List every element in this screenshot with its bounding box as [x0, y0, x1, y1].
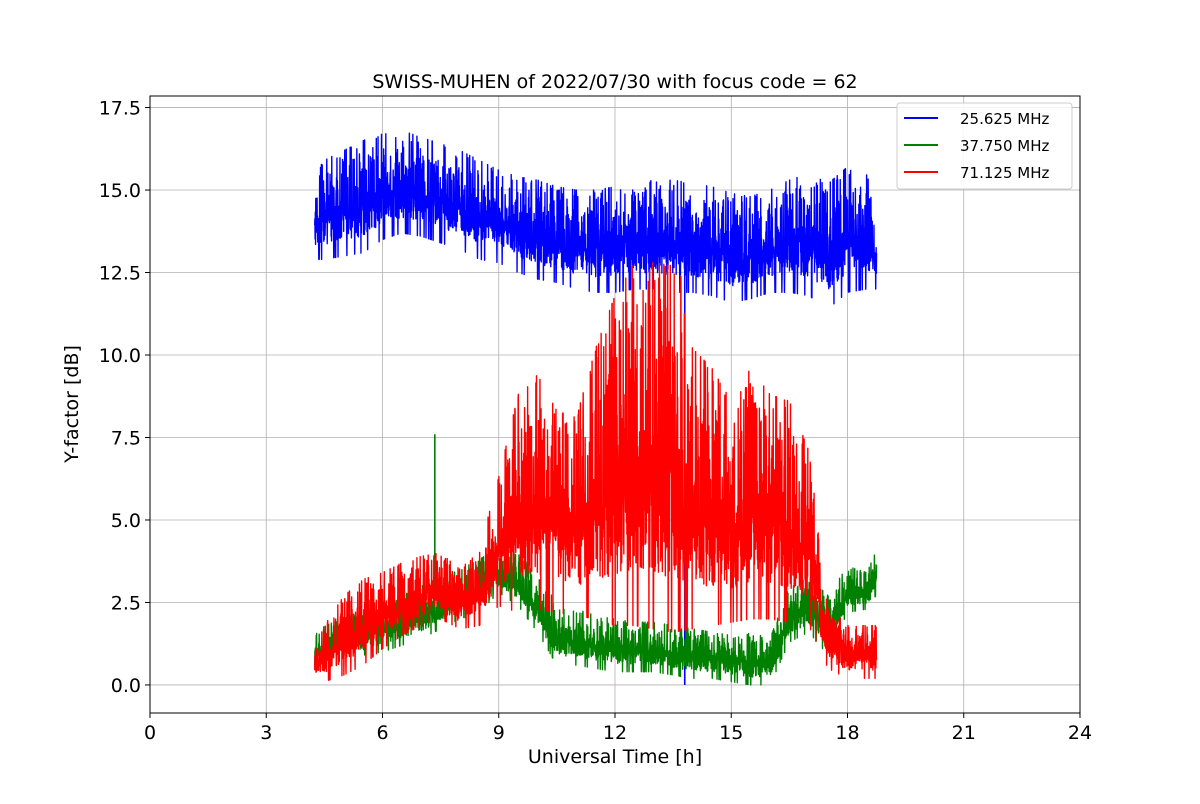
series-line-2 [313, 261, 878, 681]
x-tick-label: 12 [603, 722, 627, 744]
chart-title: SWISS-MUHEN of 2022/07/30 with focus cod… [372, 71, 857, 93]
y-tick-label: 17.5 [99, 98, 141, 120]
y-tick-label: 12.5 [99, 263, 141, 285]
series-group [313, 132, 878, 686]
x-tick-label: 3 [260, 722, 272, 744]
x-tick-label: 24 [1068, 722, 1092, 744]
y-tick-label: 15.0 [99, 180, 141, 202]
y-tick-label: 10.0 [99, 345, 141, 367]
legend: 25.625 MHz 37.750 MHz 71.125 MHz [896, 102, 1073, 190]
y-tick-label: 2.5 [111, 592, 141, 614]
y-tick-label: 7.5 [111, 427, 141, 449]
y-tick-label: 5.0 [111, 510, 141, 532]
legend-box [896, 102, 1073, 190]
series-line-0 [313, 132, 878, 305]
y-axis-label: Y-factor [dB] [61, 345, 83, 464]
y-tick-label: 0.0 [111, 675, 141, 697]
legend-label-71-125: 71.125 MHz [960, 164, 1049, 182]
x-tick-label: 18 [835, 722, 859, 744]
x-tick-label: 9 [493, 722, 505, 744]
x-tick-label: 21 [952, 722, 976, 744]
x-axis-label: Universal Time [h] [528, 746, 702, 768]
legend-label-25-625: 25.625 MHz [960, 110, 1049, 128]
x-tick-label: 0 [144, 722, 156, 744]
x-tick-label: 6 [376, 722, 388, 744]
axis-ticks: 0 3 6 9 12 15 18 21 24 0.0 2.5 5.0 7.5 10.0 12.5 15.0 17… [99, 98, 1092, 744]
x-tick-label: 15 [719, 722, 743, 744]
legend-label-37-750: 37.750 MHz [960, 137, 1049, 155]
